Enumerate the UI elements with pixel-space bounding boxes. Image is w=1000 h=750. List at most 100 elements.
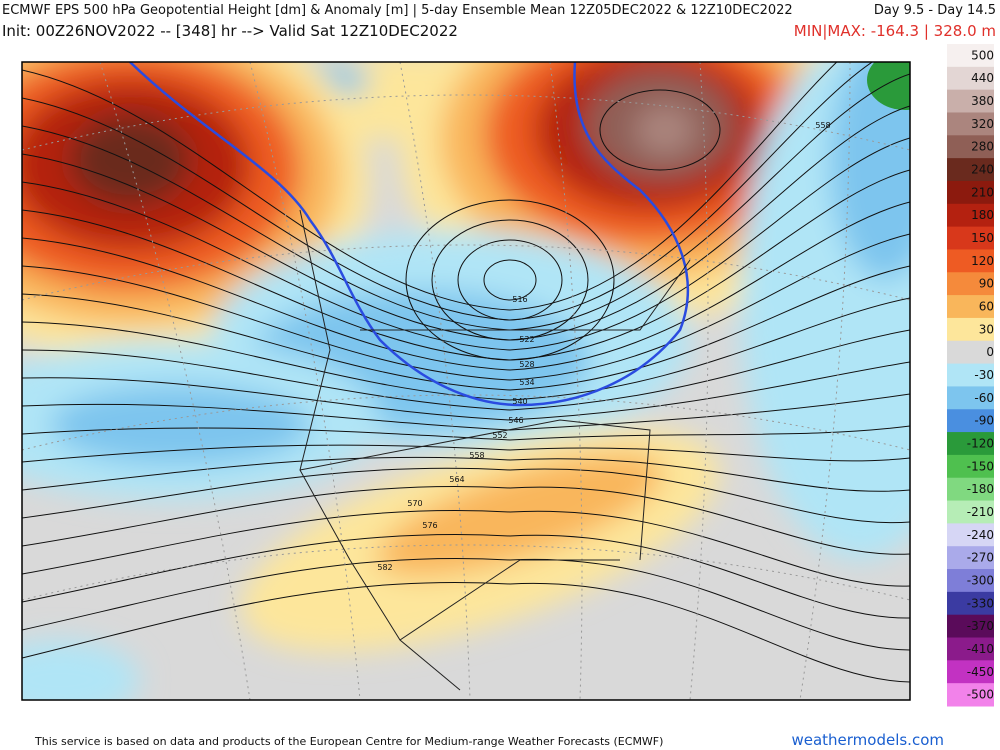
colorbar-swatch bbox=[947, 500, 994, 524]
contour-line bbox=[22, 361, 910, 421]
colorbar-swatch bbox=[947, 158, 994, 182]
contour-label: 558 bbox=[815, 121, 830, 130]
colorbar-label: -500 bbox=[967, 688, 994, 702]
colorbar-label: -300 bbox=[967, 573, 994, 587]
contour-label: 540 bbox=[512, 397, 527, 406]
colorbar-swatch bbox=[947, 66, 994, 91]
colorbar-label: -240 bbox=[967, 528, 994, 542]
contour-ring bbox=[483, 259, 537, 301]
colorbar-label: 280 bbox=[971, 140, 994, 154]
contour-line bbox=[22, 62, 838, 311]
colorbar-label: 500 bbox=[971, 48, 994, 62]
colorbar-label: 240 bbox=[971, 163, 994, 177]
init-time: Init: 00Z26NOV2022 -- [348] hr --> Valid… bbox=[2, 22, 458, 40]
colorbar-label: -120 bbox=[967, 436, 994, 450]
coastlines bbox=[299, 209, 691, 691]
contour-ring bbox=[405, 199, 615, 361]
colorbar-swatch bbox=[947, 637, 994, 661]
colorbar-label: -90 bbox=[974, 414, 994, 428]
colorbar-label: -330 bbox=[967, 596, 994, 610]
contour-line bbox=[22, 485, 910, 555]
contour-line bbox=[22, 329, 910, 411]
contour-label: 570 bbox=[407, 499, 422, 508]
colorbar-swatch bbox=[947, 203, 994, 228]
contour-line bbox=[22, 509, 910, 587]
colorbar-label: -270 bbox=[967, 551, 994, 565]
brand: weathermodels.com bbox=[791, 731, 944, 749]
colorbar-label: 90 bbox=[979, 277, 994, 291]
contour-ring bbox=[599, 89, 721, 171]
colorbar-label: 440 bbox=[971, 71, 994, 85]
colorbar-label: -60 bbox=[974, 391, 994, 405]
contour-label: 546 bbox=[508, 416, 523, 425]
colorbar-swatch bbox=[947, 226, 994, 250]
colorbar-swatch bbox=[947, 44, 994, 68]
contour-line bbox=[22, 425, 910, 441]
day-range: Day 9.5 - Day 14.5 bbox=[874, 3, 996, 18]
colorbar-label: -180 bbox=[967, 482, 994, 496]
contour-line bbox=[22, 444, 910, 463]
contour-line bbox=[22, 467, 910, 524]
colorbar-swatch bbox=[947, 295, 994, 319]
colorbar-swatch bbox=[947, 660, 994, 684]
colorbar-label: 380 bbox=[971, 94, 994, 108]
colorbar-label: -150 bbox=[967, 459, 994, 473]
colorbar-swatch bbox=[947, 569, 994, 593]
colorbar-label: 0 bbox=[986, 345, 994, 359]
colorbar-swatch bbox=[947, 180, 994, 205]
grid-line bbox=[399, 62, 471, 700]
colorbar-label: 150 bbox=[971, 231, 994, 245]
contour-line bbox=[22, 265, 910, 391]
colorbar-label: 30 bbox=[979, 322, 994, 336]
colorbar-swatch bbox=[947, 683, 994, 707]
colorbar-swatch bbox=[947, 546, 994, 570]
colorbar-label: -450 bbox=[967, 665, 994, 679]
contour-line bbox=[22, 297, 910, 401]
colorbar-label: -210 bbox=[967, 505, 994, 519]
colorbar-swatch bbox=[947, 454, 994, 479]
colorbar-swatch bbox=[947, 614, 994, 639]
colorbar-label: -370 bbox=[967, 619, 994, 633]
grid-line bbox=[799, 62, 851, 700]
colorbar-label: 180 bbox=[971, 208, 994, 222]
colorbar-swatch bbox=[947, 409, 994, 433]
colorbar-swatch bbox=[947, 272, 994, 296]
contour-line bbox=[22, 201, 910, 371]
colorbar-label: 210 bbox=[971, 185, 994, 199]
grid-line bbox=[549, 62, 583, 700]
colorbar-label: -410 bbox=[967, 642, 994, 656]
colorbar-swatch bbox=[947, 386, 994, 410]
min-max: MIN|MAX: -164.3 | 328.0 m bbox=[794, 22, 996, 40]
grid-line bbox=[689, 62, 709, 700]
colorbar-label: -30 bbox=[974, 368, 994, 382]
lat-lon-grid bbox=[22, 62, 910, 700]
contour-label: 534 bbox=[519, 378, 534, 387]
colorbar: 500 440 380 320 280 240 210 180 150 120 90 60 30 0 -30… bbox=[947, 44, 994, 707]
contour-ring bbox=[431, 219, 589, 341]
colorbar-swatch bbox=[947, 112, 994, 136]
contour-label: 552 bbox=[492, 431, 507, 440]
contour-line bbox=[22, 557, 910, 651]
colorbar-swatch bbox=[947, 591, 994, 616]
colorbar-swatch bbox=[947, 340, 994, 365]
colorbar-swatch bbox=[947, 89, 994, 113]
540-contour bbox=[129, 62, 689, 407]
colorbar-swatch bbox=[947, 317, 994, 342]
green-anomaly bbox=[867, 62, 910, 110]
colorbar-swatch bbox=[947, 363, 994, 387]
grid-line bbox=[99, 62, 251, 700]
colorbar-label: 320 bbox=[971, 117, 994, 131]
contour-line bbox=[22, 137, 910, 351]
contour-label: 528 bbox=[519, 360, 534, 369]
contour-label: 576 bbox=[422, 521, 437, 530]
colorbar-swatch bbox=[947, 432, 994, 456]
contour-line bbox=[22, 581, 910, 683]
contour-ring bbox=[457, 239, 563, 321]
colorbar-swatch bbox=[947, 135, 994, 159]
contour-line bbox=[22, 456, 910, 492]
contour-label: 564 bbox=[449, 475, 464, 484]
colorbar-swatch bbox=[947, 477, 994, 502]
